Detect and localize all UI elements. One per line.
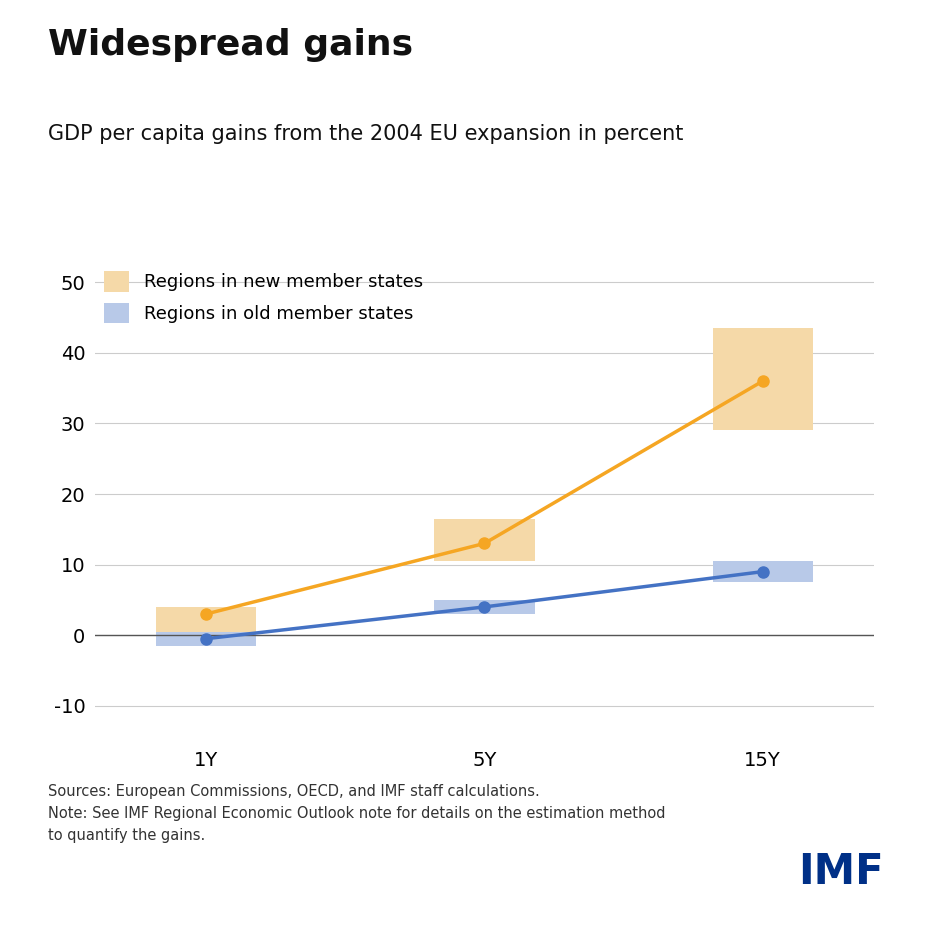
Bar bbox=[712, 328, 813, 430]
Text: Widespread gains: Widespread gains bbox=[48, 28, 412, 63]
Text: GDP per capita gains from the 2004 EU expansion in percent: GDP per capita gains from the 2004 EU ex… bbox=[48, 124, 683, 143]
Text: IMF: IMF bbox=[798, 851, 884, 893]
Bar bbox=[434, 599, 535, 614]
Bar bbox=[156, 632, 256, 646]
Bar bbox=[156, 607, 256, 632]
Legend: Regions in new member states, Regions in old member states: Regions in new member states, Regions in… bbox=[104, 271, 423, 323]
Bar bbox=[434, 519, 535, 561]
Text: Sources: European Commissions, OECD, and IMF staff calculations.
Note: See IMF R: Sources: European Commissions, OECD, and… bbox=[48, 784, 665, 844]
Bar bbox=[712, 561, 813, 582]
